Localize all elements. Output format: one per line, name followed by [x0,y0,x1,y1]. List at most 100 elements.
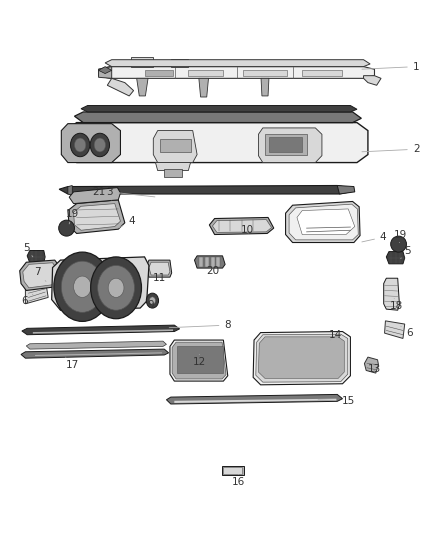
Text: 13: 13 [368,364,381,374]
Text: 17: 17 [66,357,79,370]
Ellipse shape [90,133,110,157]
Polygon shape [99,67,374,78]
Text: 19: 19 [66,209,79,224]
Polygon shape [35,352,162,356]
Text: 11: 11 [153,273,166,283]
Bar [290,336,295,344]
Ellipse shape [146,293,159,308]
Polygon shape [155,163,191,171]
Bar [223,467,242,474]
Ellipse shape [108,278,124,297]
Ellipse shape [98,265,134,310]
Polygon shape [337,185,355,194]
Polygon shape [253,332,350,385]
Polygon shape [166,394,343,404]
Bar [171,59,188,67]
Text: 18: 18 [390,298,403,311]
Polygon shape [289,204,358,240]
Polygon shape [385,321,405,338]
Polygon shape [52,257,149,310]
Text: 4: 4 [362,232,387,242]
Text: 12: 12 [193,354,206,367]
Polygon shape [364,357,378,373]
Polygon shape [107,78,134,96]
Polygon shape [21,349,169,358]
Bar [265,134,307,155]
Polygon shape [258,337,344,378]
Ellipse shape [61,261,103,312]
Polygon shape [153,131,197,163]
Polygon shape [33,329,173,334]
Bar [205,257,209,267]
Text: 9: 9 [148,300,155,310]
Ellipse shape [54,252,111,321]
Polygon shape [297,209,355,235]
Ellipse shape [91,257,141,319]
Text: 1: 1 [362,62,420,71]
Polygon shape [20,260,60,290]
Polygon shape [99,67,112,74]
Bar [160,139,191,152]
Bar [304,336,308,344]
Polygon shape [61,124,120,163]
Polygon shape [27,251,45,263]
Bar [310,336,314,344]
Polygon shape [261,78,269,96]
Polygon shape [23,263,57,288]
Polygon shape [68,200,125,233]
Polygon shape [68,185,72,195]
Polygon shape [22,325,180,335]
Ellipse shape [74,138,86,152]
Bar [188,70,223,76]
Polygon shape [386,252,405,264]
Polygon shape [384,278,399,310]
Bar [177,346,223,373]
Text: 10: 10 [241,225,254,235]
Text: 15: 15 [318,396,355,406]
Polygon shape [99,67,112,78]
Text: 5: 5 [401,246,411,259]
Bar [297,336,301,344]
Bar [284,336,288,344]
Text: 20: 20 [206,266,219,276]
Bar [211,257,215,267]
Bar [222,466,244,475]
Text: 2: 2 [362,144,420,154]
Polygon shape [212,220,272,232]
Ellipse shape [94,138,106,152]
Text: 6: 6 [21,294,33,306]
Polygon shape [69,188,120,204]
Polygon shape [256,334,348,382]
Polygon shape [364,76,381,85]
Polygon shape [74,204,120,230]
Text: 3: 3 [106,187,155,197]
Polygon shape [137,78,148,96]
Polygon shape [81,106,357,112]
Polygon shape [209,217,274,235]
Polygon shape [146,260,172,277]
Bar [302,70,342,76]
Bar [216,257,220,267]
Polygon shape [172,342,226,379]
Ellipse shape [71,133,90,157]
Polygon shape [25,284,48,304]
Polygon shape [286,201,360,243]
Bar [317,336,321,344]
Ellipse shape [59,220,74,236]
Text: 8: 8 [169,320,231,330]
Polygon shape [258,335,334,345]
Polygon shape [199,78,208,97]
Polygon shape [74,112,361,123]
Bar [277,336,282,344]
Ellipse shape [74,276,91,297]
Text: 4: 4 [119,216,135,228]
Polygon shape [194,256,225,268]
Bar [145,70,173,76]
Bar [264,336,268,344]
Bar [323,336,328,344]
Text: 16: 16 [232,474,245,487]
Bar [131,57,153,67]
Polygon shape [174,399,336,403]
Bar [243,70,287,76]
Text: 7: 7 [34,267,46,281]
